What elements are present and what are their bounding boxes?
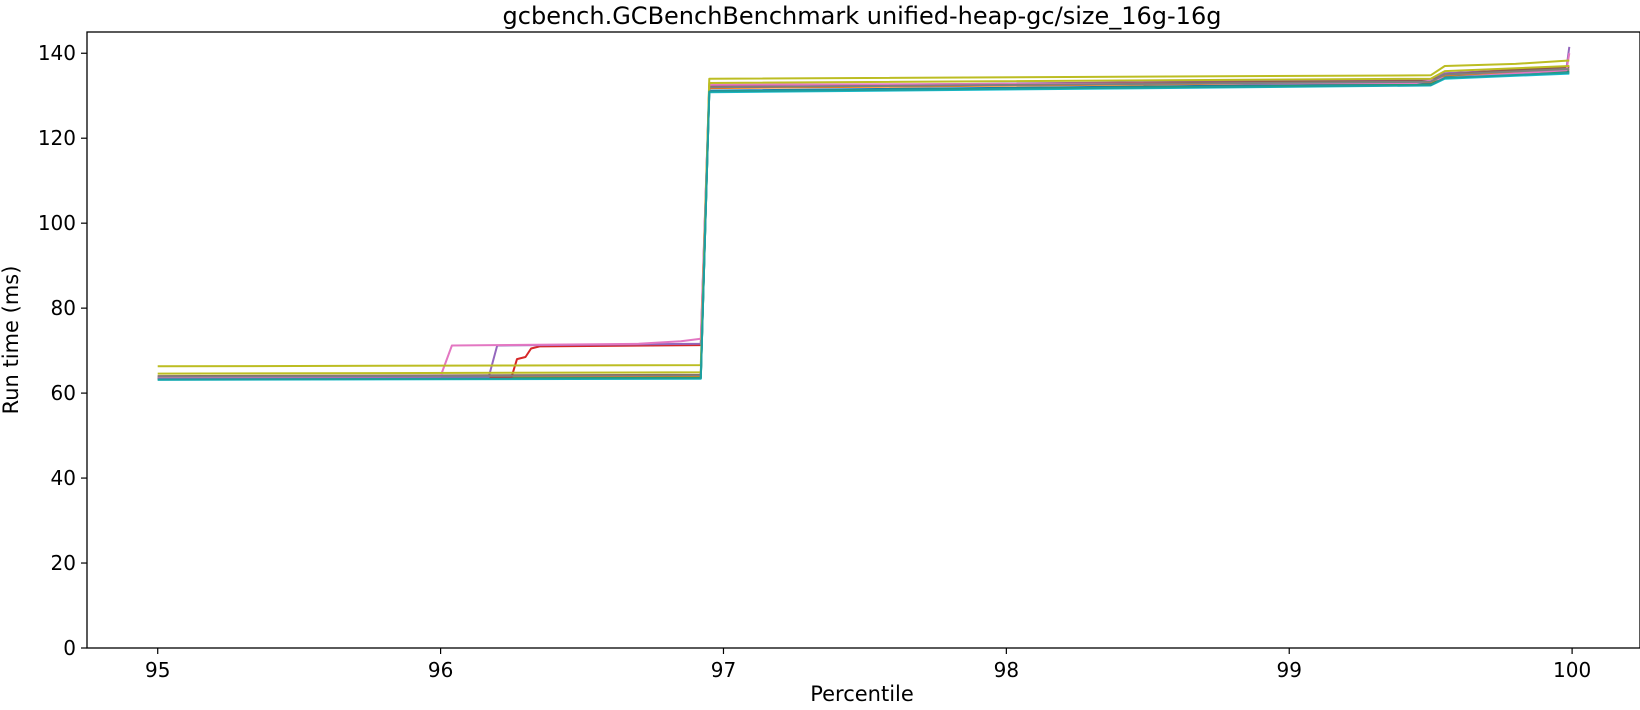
series-line-5 — [157, 46, 1571, 379]
series-line-9 — [157, 59, 1570, 368]
x-tick-label: 98 — [994, 658, 1019, 682]
series-line-12 — [157, 71, 1570, 381]
x-tick-label: 97 — [711, 658, 736, 682]
y-tick-label: 60 — [51, 381, 76, 405]
x-tick-label: 100 — [1553, 658, 1591, 682]
chart-title: gcbench.GCBenchBenchmark unified-heap-gc… — [503, 2, 1222, 30]
series-line-10 — [157, 65, 1570, 375]
series-line-7 — [157, 53, 1571, 378]
plot-lines — [157, 46, 1571, 381]
y-tick-label: 100 — [38, 211, 76, 235]
x-tick-label: 99 — [1277, 658, 1302, 682]
y-tick-label: 0 — [63, 636, 76, 660]
series-line-3 — [157, 71, 1570, 381]
x-axis-ticks: 95 96 97 98 99 100 — [145, 648, 1591, 682]
x-axis-label: Percentile — [810, 682, 914, 706]
series-line-2 — [157, 68, 1570, 378]
y-tick-label: 40 — [51, 466, 76, 490]
series-line-11 — [157, 72, 1570, 381]
series-line-1 — [157, 70, 1570, 380]
y-tick-label: 120 — [38, 126, 76, 150]
x-tick-label: 96 — [428, 658, 453, 682]
series-line-4 — [157, 65, 1570, 380]
y-axis-label: Run time (ms) — [0, 266, 23, 415]
series-line-8 — [157, 68, 1570, 378]
y-tick-label: 140 — [38, 41, 76, 65]
y-tick-label: 80 — [51, 296, 76, 320]
x-tick-label: 95 — [145, 658, 170, 682]
y-tick-label: 20 — [51, 551, 76, 575]
plot-frame — [86, 31, 1640, 649]
y-axis-ticks: 0 20 40 60 80 100 120 140 — [38, 41, 87, 660]
series-line-6 — [157, 65, 1570, 378]
